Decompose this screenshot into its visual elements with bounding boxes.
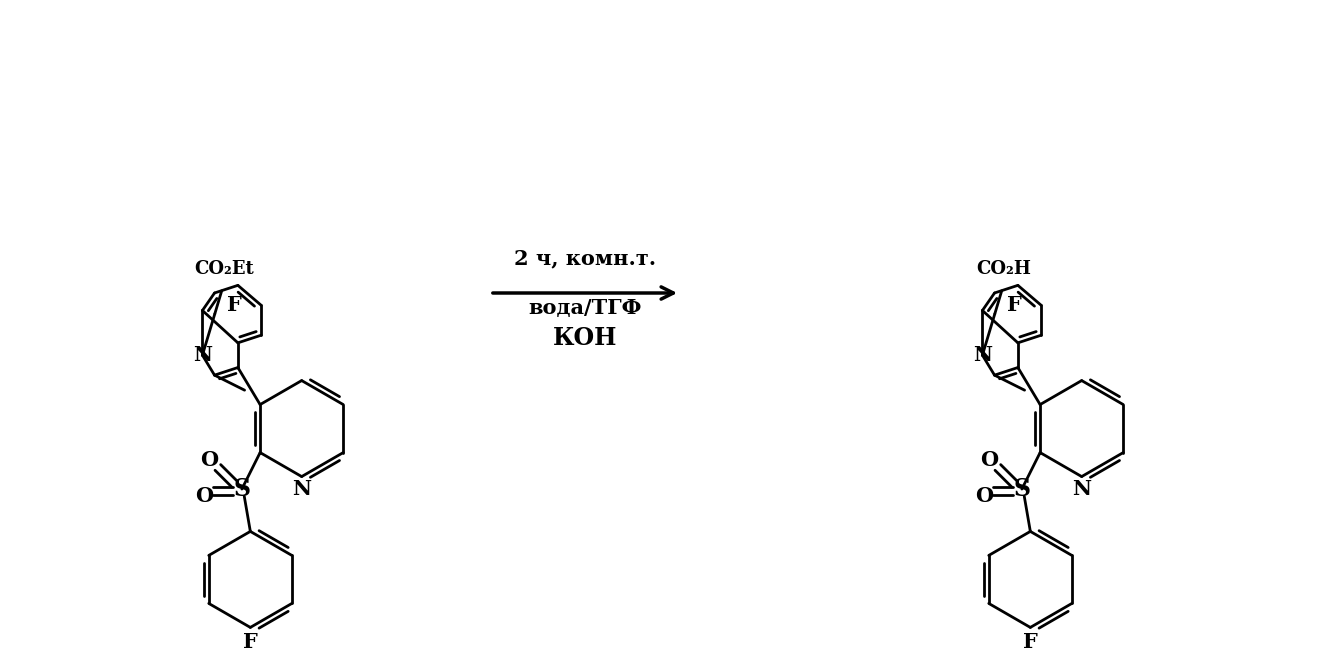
Text: S: S (1014, 477, 1031, 501)
Text: F: F (228, 295, 242, 316)
Text: O: O (975, 486, 994, 507)
Text: N: N (193, 345, 212, 365)
Text: O: O (980, 450, 998, 470)
Text: N: N (973, 345, 992, 365)
Text: O: O (200, 450, 219, 470)
Text: 2 ч, комн.т.: 2 ч, комн.т. (514, 248, 656, 268)
Text: N: N (1072, 479, 1092, 499)
Text: CO₂Et: CO₂Et (195, 260, 254, 278)
Text: F: F (1007, 295, 1022, 316)
Text: S: S (233, 477, 250, 501)
Text: O: O (195, 486, 213, 507)
Text: КОН: КОН (553, 326, 617, 350)
Text: F: F (242, 632, 257, 652)
Text: F: F (1023, 632, 1037, 652)
Text: CO₂H: CO₂H (977, 260, 1032, 278)
Text: N: N (292, 479, 311, 499)
Text: вода/ТГФ: вода/ТГФ (529, 298, 641, 318)
